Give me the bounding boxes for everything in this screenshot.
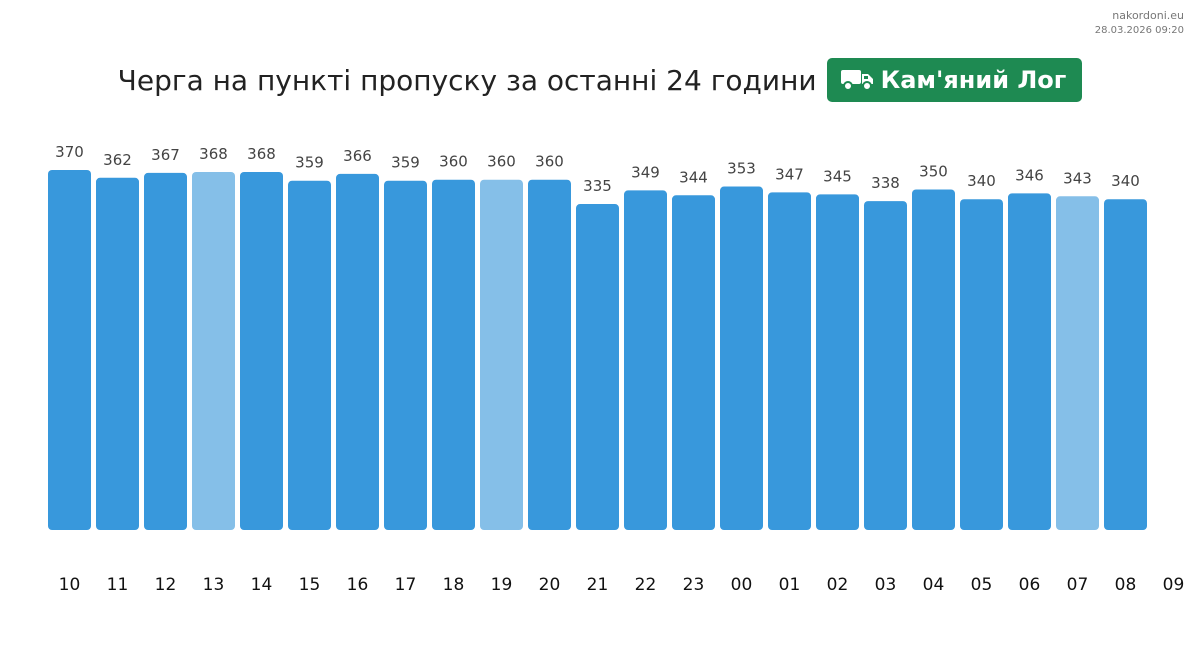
value-label-08: 340: [1111, 172, 1140, 190]
x-tick-20: 20: [539, 575, 561, 595]
bar-15: [288, 180, 331, 530]
bar-21: [576, 204, 619, 530]
value-label-16: 366: [343, 147, 372, 165]
x-tick-08: 08: [1115, 575, 1137, 595]
truck-icon: [840, 70, 873, 91]
x-tick-02: 02: [827, 575, 849, 595]
bar-16: [336, 173, 379, 530]
value-label-13: 368: [199, 145, 228, 163]
checkpoint-name: Кам'яний Лог: [880, 66, 1067, 94]
value-label-20: 360: [535, 153, 564, 171]
chart-title: Черга на пункті пропуску за останні 24 г…: [117, 63, 817, 97]
value-label-06: 346: [1015, 166, 1044, 184]
x-tick-13: 13: [203, 575, 225, 595]
value-label-17: 359: [391, 154, 420, 172]
x-tick-23: 23: [683, 575, 705, 595]
value-label-21: 335: [583, 177, 612, 195]
bar-20: [528, 179, 571, 530]
x-tick-18: 18: [443, 575, 465, 595]
value-label-10: 370: [55, 143, 84, 161]
x-tick-15: 15: [299, 575, 321, 595]
site-name: nakordoni.eu: [1112, 9, 1184, 22]
bar-19: [480, 179, 523, 530]
brand-block: nakordoni.eu 28.03.2026 09:20: [1095, 8, 1184, 38]
value-label-07: 343: [1063, 169, 1092, 187]
value-label-04: 350: [919, 162, 948, 180]
chart-header: Черга на пункті пропуску за останні 24 г…: [0, 58, 1200, 102]
bar-22: [624, 190, 667, 530]
x-tick-16: 16: [347, 575, 369, 595]
x-tick-04: 04: [923, 575, 945, 595]
timestamp: 28.03.2026 09:20: [1094, 25, 1184, 36]
bar-17: [384, 180, 427, 530]
bar-02: [816, 194, 859, 530]
x-tick-11: 11: [107, 575, 129, 595]
bar-10: [48, 170, 91, 530]
bar-06: [1008, 193, 1051, 530]
bar-12: [144, 172, 187, 530]
bar-23: [672, 195, 715, 530]
x-tick-22: 22: [635, 575, 657, 595]
x-tick-06: 06: [1019, 575, 1041, 595]
value-label-00: 353: [727, 160, 756, 178]
bar-01: [768, 192, 811, 531]
value-label-18: 360: [439, 153, 468, 171]
value-label-12: 367: [151, 146, 180, 164]
bar-04: [912, 189, 955, 530]
x-tick-09: 09: [1163, 575, 1185, 595]
value-label-11: 362: [103, 151, 132, 169]
bar-00: [720, 186, 763, 531]
bar-11: [96, 177, 139, 530]
x-tick-10: 10: [59, 575, 81, 595]
bar-14: [240, 171, 283, 530]
bar-03: [864, 201, 907, 530]
x-tick-01: 01: [779, 575, 801, 595]
x-tick-12: 12: [155, 575, 177, 595]
x-tick-00: 00: [731, 575, 753, 595]
value-label-03: 338: [871, 174, 900, 192]
x-tick-17: 17: [395, 575, 417, 595]
value-label-23: 344: [679, 168, 708, 186]
bar-08: [1104, 199, 1147, 530]
x-tick-14: 14: [251, 575, 273, 595]
checkpoint-badge: Кам'яний Лог: [826, 58, 1083, 102]
x-tick-21: 21: [587, 575, 609, 595]
value-label-05: 340: [967, 172, 996, 190]
x-tick-07: 07: [1067, 575, 1089, 595]
value-label-14: 368: [247, 145, 276, 163]
value-label-02: 345: [823, 167, 852, 185]
bar-07: [1056, 196, 1099, 530]
value-label-01: 347: [775, 165, 804, 183]
bar-05: [960, 199, 1003, 530]
value-label-15: 359: [295, 154, 324, 172]
value-label-19: 360: [487, 153, 516, 171]
bar-13: [192, 171, 235, 530]
x-tick-19: 19: [491, 575, 513, 595]
x-tick-05: 05: [971, 575, 993, 595]
x-tick-03: 03: [875, 575, 897, 595]
value-label-22: 349: [631, 163, 660, 181]
bar-18: [432, 179, 475, 530]
